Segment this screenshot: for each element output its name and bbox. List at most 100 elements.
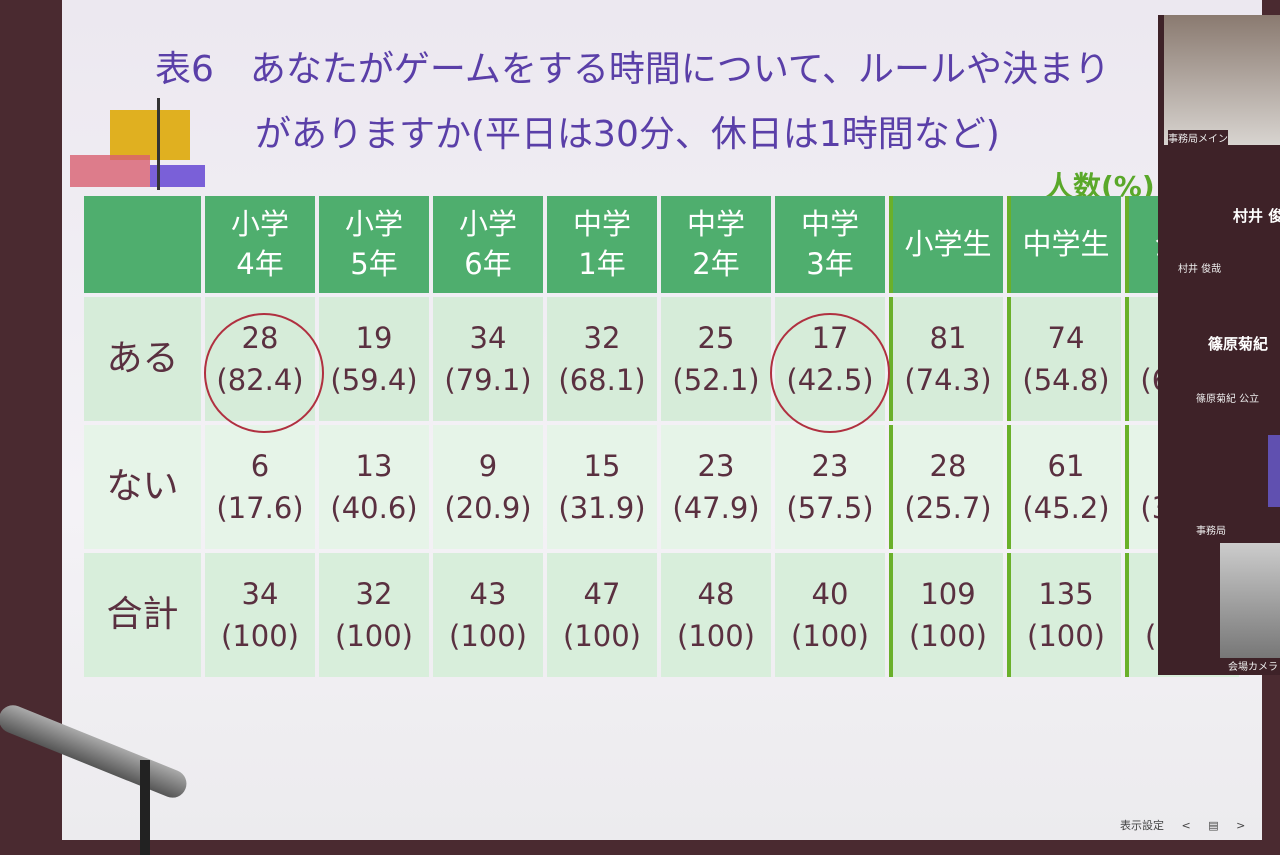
header-text: 中学 (800, 207, 859, 242)
participant-label: 村井 俊哉 (1178, 264, 1222, 275)
count-value: 109 (920, 576, 976, 611)
participant-label: 会場カメラ (1228, 662, 1278, 673)
percent-value: (79.1) (444, 363, 532, 397)
decoration (110, 110, 190, 160)
table-cell: 15 (31.9) (547, 425, 657, 549)
table-cell: 9 (20.9) (433, 425, 543, 549)
prev-button[interactable]: < (1181, 819, 1191, 832)
participant-label: 事務局メイン (1168, 130, 1228, 145)
count-value: 74 (1047, 320, 1085, 355)
table-cell: 135 (100) (1007, 553, 1121, 677)
table-cell: 74 (54.8) (1007, 297, 1121, 421)
header-text: 6年 (464, 246, 512, 281)
table-cell: 34 (79.1) (433, 297, 543, 421)
percent-value: (25.7) (904, 491, 992, 525)
participant-name: 村井 俊 (1233, 207, 1280, 225)
table-cell: 23 (47.9) (661, 425, 771, 549)
decoration (157, 98, 160, 190)
count-value: 34 (469, 320, 507, 355)
survey-table: 小学4年小学5年小学6年中学1年中学2年中学3年小学生中学生全体 ある28(82… (80, 192, 1243, 681)
column-header: 中学 3年 (775, 196, 885, 293)
participant-label: 事務局 (1196, 526, 1226, 537)
percent-value: (68.1) (558, 363, 646, 397)
count-value: 32 (355, 576, 393, 611)
count-value: 23 (811, 448, 849, 483)
highlight-circle (204, 313, 324, 433)
participant-panel: 事務局メイン 村井 俊 村井 俊哉 篠原菊紀 篠原菊紀 公立 事務局 会場カメラ (1158, 15, 1280, 675)
table-cell: 40 (100) (775, 553, 885, 677)
count-value: 48 (697, 576, 735, 611)
percent-value: (100) (335, 619, 413, 653)
percent-value: (52.1) (672, 363, 760, 397)
table-cell: 48 (100) (661, 553, 771, 677)
percent-value: (17.6) (216, 491, 304, 525)
percent-value: (47.9) (672, 491, 760, 525)
percent-value: (100) (221, 619, 299, 653)
table-cell: 28 (25.7) (889, 425, 1003, 549)
row-header: ない (84, 425, 201, 549)
table-cell: 34 (100) (205, 553, 315, 677)
highlight-circle (770, 313, 890, 433)
participant-name: 篠原菊紀 (1208, 335, 1269, 353)
column-header: 小学 6年 (433, 196, 543, 293)
video-tile (1268, 435, 1280, 507)
percent-value: (45.2) (1022, 491, 1110, 525)
header-text: 中学 (686, 207, 745, 242)
slide-title: 表6 あなたがゲームをする時間について、ルールや決まり (155, 49, 1110, 90)
table-cell: 81 (74.3) (889, 297, 1003, 421)
header-text: 3年 (806, 246, 854, 281)
row-header: 合計 (84, 553, 201, 677)
percent-value: (54.8) (1022, 363, 1110, 397)
column-header: 小学 4年 (205, 196, 315, 293)
table-cell: 6 (17.6) (205, 425, 315, 549)
microphone-stand (140, 760, 150, 855)
header-text: 中学 (572, 207, 631, 242)
percent-value: (100) (563, 619, 641, 653)
count-value: 15 (583, 448, 621, 483)
count-value: 34 (241, 576, 279, 611)
percent-value: (31.9) (558, 491, 646, 525)
next-button[interactable]: > (1236, 819, 1246, 832)
table-cell: 32 (68.1) (547, 297, 657, 421)
participant-label: 篠原菊紀 公立 (1196, 394, 1260, 405)
count-value: 32 (583, 320, 621, 355)
header-text: 2年 (692, 246, 740, 281)
percent-value: (74.3) (904, 363, 992, 397)
count-value: 47 (583, 576, 621, 611)
column-header: 中学 1年 (547, 196, 657, 293)
slide-title-line2: がありますか(平日は30分、休日は1時間など) (255, 114, 1000, 155)
percent-value: (100) (449, 619, 527, 653)
percent-value: (40.6) (330, 491, 418, 525)
table-cell: 109 (100) (889, 553, 1003, 677)
header-text: 4年 (236, 246, 284, 281)
header-text: 小学 (344, 207, 403, 242)
header-text: 中学生 (1022, 226, 1110, 261)
percent-value: (100) (1027, 619, 1105, 653)
header-text: 1年 (578, 246, 626, 281)
count-value: 81 (929, 320, 967, 355)
header-text: 小学 (458, 207, 517, 242)
column-header: 中学 2年 (661, 196, 771, 293)
video-tile[interactable]: 事務局メイン (1164, 15, 1280, 145)
percent-value: (100) (909, 619, 987, 653)
count-value: 13 (355, 448, 393, 483)
page-icon[interactable]: ▤ (1208, 819, 1219, 832)
table-cell: 47 (100) (547, 553, 657, 677)
percent-value: (100) (791, 619, 869, 653)
count-value: 6 (250, 448, 270, 483)
count-value: 28 (929, 448, 967, 483)
table-cell: 32 (100) (319, 553, 429, 677)
table-cell: 43 (100) (433, 553, 543, 677)
count-value: 40 (811, 576, 849, 611)
count-value: 43 (469, 576, 507, 611)
display-settings-button[interactable]: 表示設定 (1120, 819, 1164, 832)
video-tile[interactable] (1220, 543, 1280, 658)
table-cell: 23 (57.5) (775, 425, 885, 549)
percent-value: (59.4) (330, 363, 418, 397)
count-value: 135 (1038, 576, 1094, 611)
column-header: 小学生 (889, 196, 1003, 293)
count-value: 25 (697, 320, 735, 355)
decoration (70, 155, 150, 187)
decoration (150, 165, 205, 187)
column-header: 中学生 (1007, 196, 1121, 293)
